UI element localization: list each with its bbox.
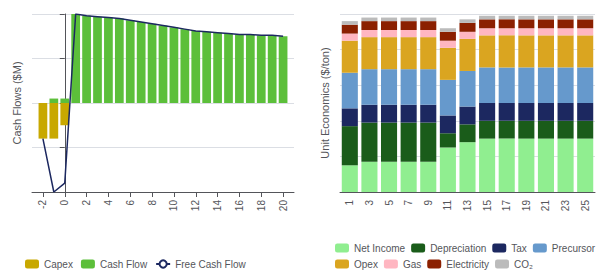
svg-text:Tax: Tax xyxy=(511,243,527,254)
svg-text:14: 14 xyxy=(212,200,223,212)
svg-text:4: 4 xyxy=(103,200,114,206)
svg-text:18: 18 xyxy=(256,200,267,212)
svg-text:10: 10 xyxy=(168,200,179,212)
svg-text:Precursor: Precursor xyxy=(552,243,596,254)
svg-text:23: 23 xyxy=(560,200,571,212)
svg-text:Capex: Capex xyxy=(44,259,73,270)
svg-text:2: 2 xyxy=(81,200,92,206)
svg-text:Unit Economics ($/ton): Unit Economics ($/ton) xyxy=(319,47,331,158)
svg-text:9: 9 xyxy=(423,200,434,206)
svg-text:15: 15 xyxy=(482,200,493,212)
svg-text:Gas: Gas xyxy=(403,259,421,270)
svg-text:1: 1 xyxy=(344,200,355,206)
svg-text:20: 20 xyxy=(278,200,289,212)
svg-text:Electricity: Electricity xyxy=(446,259,489,270)
svg-text:12: 12 xyxy=(190,200,201,212)
svg-text:13: 13 xyxy=(462,200,473,212)
svg-text:5: 5 xyxy=(384,200,395,206)
svg-text:21: 21 xyxy=(540,200,551,212)
svg-text:17: 17 xyxy=(501,200,512,212)
svg-text:Opex: Opex xyxy=(354,259,378,270)
svg-text:Cash Flows ($M): Cash Flows ($M) xyxy=(11,61,23,144)
svg-text:-2: -2 xyxy=(37,200,48,209)
svg-text:8: 8 xyxy=(147,200,158,206)
svg-text:3: 3 xyxy=(364,200,375,206)
svg-text:7: 7 xyxy=(403,200,414,206)
svg-text:CO₂: CO₂ xyxy=(514,259,533,270)
svg-text:6: 6 xyxy=(125,200,136,206)
svg-text:Net Income: Net Income xyxy=(354,243,406,254)
svg-text:Free Cash Flow: Free Cash Flow xyxy=(175,259,246,270)
svg-text:0: 0 xyxy=(59,200,70,206)
svg-text:11: 11 xyxy=(442,200,453,211)
svg-text:25: 25 xyxy=(580,200,591,212)
svg-text:Cash Flow: Cash Flow xyxy=(100,259,148,270)
svg-text:16: 16 xyxy=(234,200,245,212)
svg-text:19: 19 xyxy=(521,200,532,212)
svg-text:Depreciation: Depreciation xyxy=(430,243,486,254)
